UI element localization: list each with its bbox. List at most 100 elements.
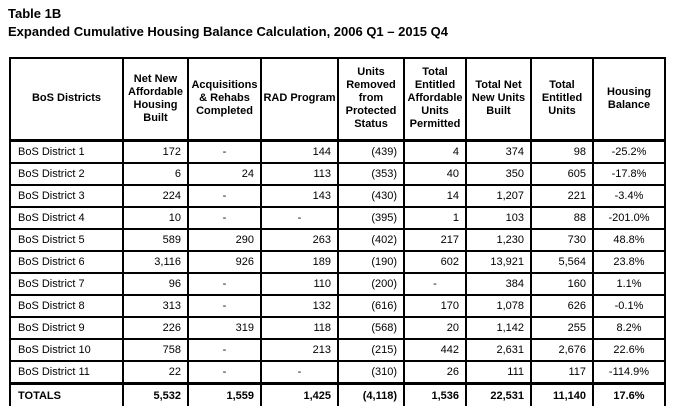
value-cell: - bbox=[260, 359, 339, 384]
district-cell: BoS District 2 bbox=[9, 161, 124, 186]
district-cell: BoS District 10 bbox=[9, 337, 124, 362]
title-block: Table 1B Expanded Cumulative Housing Bal… bbox=[8, 5, 448, 41]
table-row: BoS District 3 224-143 (430) 14 1,207 221 -3.4… bbox=[9, 183, 666, 208]
value-cell: (616) bbox=[337, 293, 405, 318]
district-cell: BoS District 6 bbox=[9, 249, 124, 274]
district-cell: BoS District 8 bbox=[9, 293, 124, 318]
value-cell: -201.0% bbox=[592, 205, 666, 230]
value-cell: 605 bbox=[530, 161, 594, 186]
value-cell: 589 bbox=[122, 227, 189, 252]
column-header: Net New Affordable Housing Built bbox=[122, 57, 189, 142]
totals-value-cell: 1,559 bbox=[187, 381, 262, 406]
table-row: BoS District 1 172-144 (439) 4 374 98 -25.2% bbox=[9, 139, 666, 164]
table-body: BoS District 1 172-144 (439) 4 374 98 -25.2% Bo… bbox=[9, 139, 666, 384]
value-cell: -114.9% bbox=[592, 359, 666, 384]
value-cell: - bbox=[187, 271, 262, 296]
value-cell: 626 bbox=[530, 293, 594, 318]
column-header: RAD Program bbox=[260, 57, 339, 142]
value-cell: 442 bbox=[403, 337, 467, 362]
value-cell: - bbox=[187, 293, 262, 318]
column-header: Total Entitled Affordable Units Permitte… bbox=[403, 57, 467, 142]
district-cell: BoS District 3 bbox=[9, 183, 124, 208]
value-cell: 730 bbox=[530, 227, 594, 252]
value-cell: 189 bbox=[260, 249, 339, 274]
value-cell: 263 bbox=[260, 227, 339, 252]
value-cell: 132 bbox=[260, 293, 339, 318]
totals-value-cell: 1,536 bbox=[403, 381, 467, 406]
value-cell: 217 bbox=[403, 227, 467, 252]
value-cell: 98 bbox=[530, 139, 594, 164]
value-cell: 110 bbox=[260, 271, 339, 296]
totals-value-cell: (4,118) bbox=[337, 381, 405, 406]
value-cell: -0.1% bbox=[592, 293, 666, 318]
value-cell: 1,078 bbox=[465, 293, 532, 318]
page-title: Table 1B bbox=[8, 6, 62, 21]
value-cell: (402) bbox=[337, 227, 405, 252]
district-cell: BoS District 11 bbox=[9, 359, 124, 384]
district-cell: BoS District 1 bbox=[9, 139, 124, 164]
table-row: BoS District 8 313-132 (616) 170 1,078 626 -0.… bbox=[9, 293, 666, 318]
value-cell: 26 bbox=[403, 359, 467, 384]
value-cell: 319 bbox=[187, 315, 262, 340]
value-cell: 96 bbox=[122, 271, 189, 296]
column-header: Total Entitled Units bbox=[530, 57, 594, 142]
table-row: BoS District 2 6 24 113 (353) 40 350 605 -17.8% bbox=[9, 161, 666, 186]
value-cell: (353) bbox=[337, 161, 405, 186]
value-cell: 170 bbox=[403, 293, 467, 318]
column-header: BoS Districts bbox=[9, 57, 124, 142]
value-cell: 758 bbox=[122, 337, 189, 362]
value-cell: 221 bbox=[530, 183, 594, 208]
district-cell: BoS District 7 bbox=[9, 271, 124, 296]
value-cell: (190) bbox=[337, 249, 405, 274]
value-cell: 113 bbox=[260, 161, 339, 186]
value-cell: 290 bbox=[187, 227, 262, 252]
value-cell: 1 bbox=[403, 205, 467, 230]
value-cell: - bbox=[187, 337, 262, 362]
value-cell: 22 bbox=[122, 359, 189, 384]
value-cell: 1,207 bbox=[465, 183, 532, 208]
value-cell: 10 bbox=[122, 205, 189, 230]
column-header: Acquisitions & Rehabs Completed bbox=[187, 57, 262, 142]
value-cell: - bbox=[187, 205, 262, 230]
table-row: BoS District 6 3,116 926 189 (190) 602 13,921 5… bbox=[9, 249, 666, 274]
value-cell: 118 bbox=[260, 315, 339, 340]
value-cell: 40 bbox=[403, 161, 467, 186]
value-cell: 143 bbox=[260, 183, 339, 208]
value-cell: 14 bbox=[403, 183, 467, 208]
value-cell: - bbox=[187, 183, 262, 208]
value-cell: (395) bbox=[337, 205, 405, 230]
value-cell: 4 bbox=[403, 139, 467, 164]
district-cell: BoS District 5 bbox=[9, 227, 124, 252]
value-cell: 350 bbox=[465, 161, 532, 186]
value-cell: 2,631 bbox=[465, 337, 532, 362]
value-cell: 213 bbox=[260, 337, 339, 362]
value-cell: 5,564 bbox=[530, 249, 594, 274]
value-cell: - bbox=[260, 205, 339, 230]
table-row: BoS District 4 10- - (395) 1 103 88 -201.0% bbox=[9, 205, 666, 230]
value-cell: 224 bbox=[122, 183, 189, 208]
value-cell: 22.6% bbox=[592, 337, 666, 362]
value-cell: 1,142 bbox=[465, 315, 532, 340]
district-cell: BoS District 4 bbox=[9, 205, 124, 230]
value-cell: 384 bbox=[465, 271, 532, 296]
value-cell: 88 bbox=[530, 205, 594, 230]
value-cell: 20 bbox=[403, 315, 467, 340]
totals-value-cell: 5,532 bbox=[122, 381, 189, 406]
header-row: BoS Districts Net New Affordable Housing … bbox=[9, 57, 666, 142]
value-cell: 2,676 bbox=[530, 337, 594, 362]
value-cell: 24 bbox=[187, 161, 262, 186]
value-cell: 117 bbox=[530, 359, 594, 384]
column-header: Housing Balance bbox=[592, 57, 666, 142]
value-cell: 926 bbox=[187, 249, 262, 274]
column-header: Units Removed from Protected Status bbox=[337, 57, 405, 142]
value-cell: 6 bbox=[122, 161, 189, 186]
table-row: BoS District 9 226 319 118 (568) 20 1,142 255 8.… bbox=[9, 315, 666, 340]
value-cell: 172 bbox=[122, 139, 189, 164]
value-cell: 602 bbox=[403, 249, 467, 274]
totals-label-cell: TOTALS bbox=[9, 381, 124, 406]
value-cell: (215) bbox=[337, 337, 405, 362]
totals-row: TOTALS 5,532 1,559 1,425 (4,118) 1,536 22,531 1… bbox=[9, 381, 666, 406]
value-cell: 226 bbox=[122, 315, 189, 340]
value-cell: 13,921 bbox=[465, 249, 532, 274]
value-cell: -17.8% bbox=[592, 161, 666, 186]
